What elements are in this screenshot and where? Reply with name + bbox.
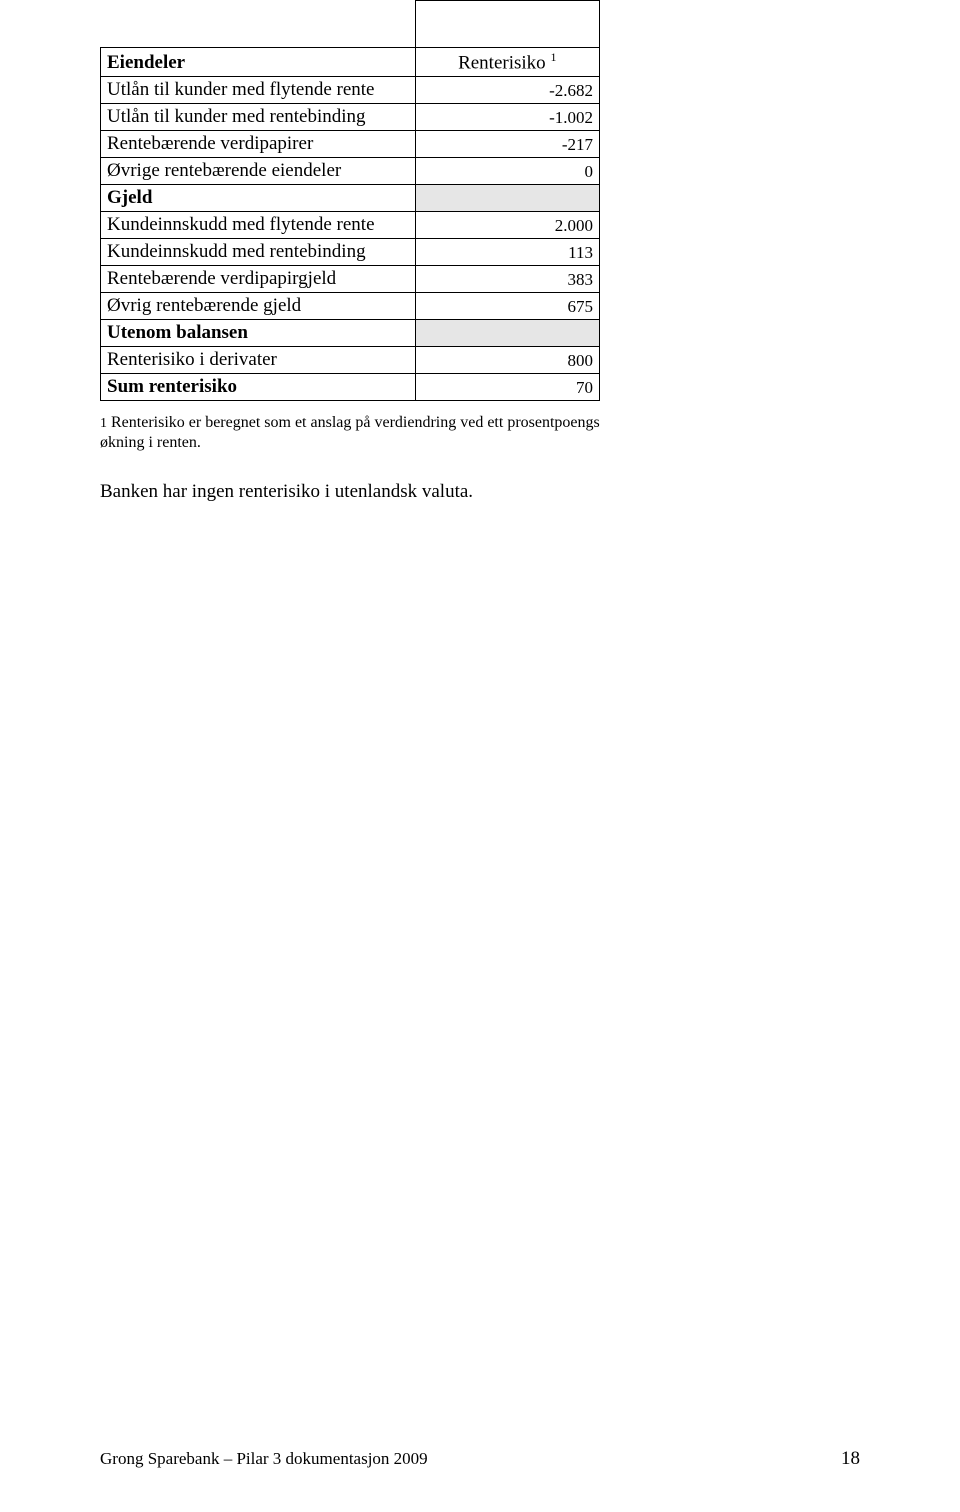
table-row-label: Utlån til kunder med flytende rente [101,76,416,103]
table-row-label: Gjeld [101,184,416,211]
table-row-label: Kundeinnskudd med rentebinding [101,238,416,265]
table-row: Kundeinnskudd med flytende rente2.000 [101,211,600,238]
footnote-text: Renterisiko er beregnet som et anslag på… [100,414,600,451]
table-row-value: 70 [415,373,599,400]
table-row-value: 0 [415,157,599,184]
paragraph: Banken har ingen renterisiko i utenlands… [100,481,860,503]
table-row-label: Renterisiko i derivater [101,346,416,373]
table-row-label: Sum renterisiko [101,373,416,400]
table-row-label: Øvrig rentebærende gjeld [101,292,416,319]
footnote-lead: 1 [100,416,107,431]
table-row: Utlån til kunder med flytende rente-2.68… [101,76,600,103]
table-row-label: Øvrige rentebærende eiendeler [101,157,416,184]
table-row-value [415,184,599,211]
table-row-value: 2.000 [415,211,599,238]
table-row-label: Utlån til kunder med rentebinding [101,103,416,130]
table-row-label: Utenom balansen [101,319,416,346]
table-header-col2: Renterisiko 1 [415,47,599,76]
table-row: Kundeinnskudd med rentebinding113 [101,238,600,265]
table-row: Utlån til kunder med rentebinding-1.002 [101,103,600,130]
table-row: Øvrig rentebærende gjeld675 [101,292,600,319]
table-row: Rentebærende verdipapirer-217 [101,130,600,157]
table-row-label: Rentebærende verdipapirgjeld [101,265,416,292]
table-row-value: 675 [415,292,599,319]
table-row: Sum renterisiko70 [101,373,600,400]
table-row: Øvrige rentebærende eiendeler0 [101,157,600,184]
footer-left: Grong Sparebank – Pilar 3 dokumentasjon … [100,1449,428,1469]
footnote: 1 Renterisiko er beregnet som et anslag … [100,413,640,453]
table-row: Rentebærende verdipapirgjeld383 [101,265,600,292]
table-row: Gjeld [101,184,600,211]
table-row-value: -1.002 [415,103,599,130]
table-header-col2-text: Renterisiko [458,52,546,73]
table-empty-cell [101,1,416,48]
table-row: Utenom balansen [101,319,600,346]
table-row-value: 113 [415,238,599,265]
table-row-value: 383 [415,265,599,292]
footer-page-number: 18 [841,1448,860,1470]
renterisiko-table: Eiendeler Renterisiko 1 Utlån til kunder… [100,0,600,401]
table-row: Renterisiko i derivater800 [101,346,600,373]
table-row-value: -2.682 [415,76,599,103]
page-footer: Grong Sparebank – Pilar 3 dokumentasjon … [100,1448,860,1470]
table-row-label: Kundeinnskudd med flytende rente [101,211,416,238]
table-row-label: Rentebærende verdipapirer [101,130,416,157]
table-header-col1: Eiendeler [101,47,416,76]
table-row-value [415,319,599,346]
table-empty-cell-right [415,1,599,48]
table-row-value: 800 [415,346,599,373]
table-row-value: -217 [415,130,599,157]
table-header-col2-sup: 1 [550,50,556,64]
